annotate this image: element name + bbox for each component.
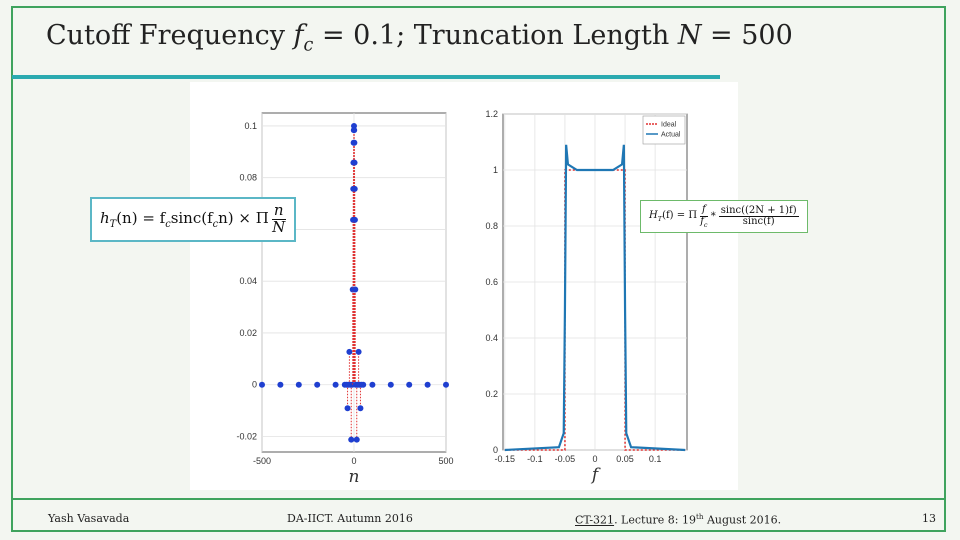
title-symbol: f (293, 20, 304, 51)
eq-symbol: N (272, 217, 286, 236)
footer-institute: DA-IICT. Autumn 2016 (287, 512, 413, 525)
x-tick-label: -0.15 (495, 454, 516, 464)
stem-marker (351, 216, 358, 223)
eq-text: sinc(f) (742, 216, 775, 228)
eq-text: (f) = Π (662, 210, 698, 222)
stem-marker (259, 381, 265, 388)
y-tick-label: 1.2 (485, 109, 498, 119)
eq-symbol: h (100, 208, 110, 227)
footer: Yash Vasavada DA-IICT. Autumn 2016 CT-32… (12, 498, 946, 533)
y-tick-label: 0.6 (485, 277, 498, 287)
slide-frame (11, 6, 946, 532)
y-tick-label: 0 (493, 445, 498, 455)
eq-symbol: n (273, 201, 284, 219)
footer-sup: th (696, 512, 704, 521)
eq-text: sinc((2N + 1)f) (718, 204, 799, 218)
stem-marker (387, 381, 394, 388)
y-tick-label: 1 (493, 165, 498, 175)
stem-marker (360, 381, 367, 388)
y-tick-label: 0.08 (239, 173, 257, 183)
title-text: = 0.1; Truncation Length (313, 20, 678, 51)
fraction: sinc((2N + 1)f) sinc(f) (718, 204, 799, 228)
eq-subscript: c (212, 218, 219, 230)
eq-symbol: f (702, 204, 706, 215)
footer-course[interactable]: CT-321 (575, 513, 615, 527)
legend-label: Ideal (661, 122, 677, 129)
slide-title: Cutoff Frequency fc = 0.1; Truncation Le… (46, 20, 793, 55)
eq-symbol: H (649, 210, 658, 222)
y-tick-label: 0.8 (485, 221, 498, 231)
stem-marker (351, 159, 358, 166)
x-tick-label: -500 (253, 456, 271, 466)
y-tick-label: -0.02 (236, 431, 257, 441)
footer-author: Yash Vasavada (48, 512, 130, 525)
stem-marker (352, 286, 359, 293)
line-series (504, 144, 686, 452)
stem-marker (355, 348, 362, 355)
title-text: = 500 (701, 20, 793, 51)
stem-marker (443, 381, 449, 388)
x-axis-label: f (590, 465, 601, 485)
x-tick-label: -0.1 (527, 454, 543, 464)
x-tick-label: 0.05 (616, 454, 634, 464)
stem-marker (369, 381, 376, 388)
stem-marker (344, 405, 351, 412)
equation: HT(f) = Π f fc * sinc((2N + 1)f) sinc(f) (640, 200, 808, 234)
stem-marker (346, 348, 353, 355)
legend-label: Actual (661, 132, 681, 139)
eq-subscript: T (657, 215, 663, 224)
eq-text: * (710, 211, 716, 223)
eq-text: sinc(f (170, 208, 213, 227)
legend-box (642, 115, 686, 145)
x-tick-label: -0.05 (555, 454, 576, 464)
fraction: f fc (700, 204, 708, 229)
y-tick-label: 0.1 (244, 121, 257, 131)
stem-marker (353, 436, 360, 443)
stem-marker (351, 127, 358, 134)
stem-marker (277, 381, 284, 388)
eq-text: n) × Π (218, 208, 269, 227)
y-tick-label: 0 (252, 380, 257, 390)
y-tick-label: 0.04 (239, 276, 257, 286)
stem-marker (351, 185, 358, 192)
page-number: 13 (922, 512, 936, 525)
stem-marker (314, 381, 321, 388)
stem-marker (348, 436, 355, 443)
footer-lecture: . Lecture 8: 19 (614, 513, 696, 527)
x-tick-label: 500 (438, 456, 453, 466)
x-tick-label: 0.1 (649, 454, 662, 464)
stem-marker (351, 139, 358, 146)
title-subscript: c (303, 35, 314, 56)
title-text: Cutoff Frequency (46, 20, 294, 51)
y-tick-label: 0.4 (485, 333, 498, 343)
stem-marker (424, 381, 431, 388)
footer-date: August 2016. (703, 513, 782, 527)
title-symbol: N (677, 20, 702, 51)
stem-marker (332, 381, 339, 388)
eq-symbol: f (700, 215, 704, 227)
stem-marker (406, 381, 413, 388)
eq-subscript: c (703, 220, 708, 229)
stem-marker (295, 381, 302, 388)
y-tick-label: 0.02 (239, 328, 257, 338)
eq-subscript: c (165, 218, 171, 230)
x-axis-label: n (349, 467, 360, 487)
x-tick-label: 0 (592, 454, 597, 464)
stem-marker (357, 405, 364, 412)
x-tick-label: 0 (351, 456, 356, 466)
eq-text: (n) = f (116, 208, 166, 227)
y-tick-label: 0.2 (485, 389, 498, 399)
title-rule (12, 75, 720, 79)
eq-subscript: T (109, 218, 117, 230)
